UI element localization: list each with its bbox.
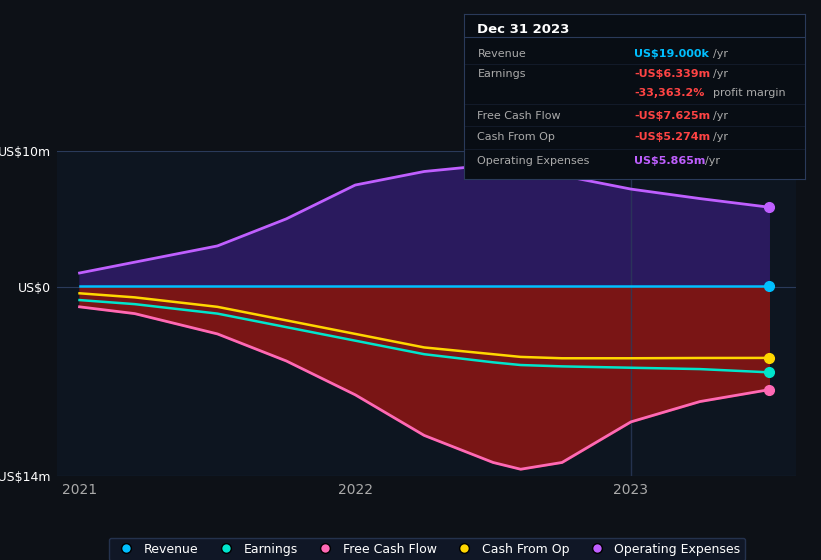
Text: -US$6.339m: -US$6.339m	[635, 69, 710, 80]
Text: /yr: /yr	[713, 132, 727, 142]
Text: Operating Expenses: Operating Expenses	[478, 156, 589, 166]
Text: /yr: /yr	[713, 69, 727, 80]
Text: Dec 31 2023: Dec 31 2023	[478, 23, 570, 36]
Text: -US$5.274m: -US$5.274m	[635, 132, 710, 142]
Text: US$19.000k: US$19.000k	[635, 49, 709, 59]
Text: /yr: /yr	[713, 110, 727, 120]
Text: -US$7.625m: -US$7.625m	[635, 110, 710, 120]
Text: /yr: /yr	[705, 156, 720, 166]
Text: Cash From Op: Cash From Op	[478, 132, 555, 142]
Text: Earnings: Earnings	[478, 69, 526, 80]
Text: -33,363.2%: -33,363.2%	[635, 88, 704, 99]
Text: US$5.865m: US$5.865m	[635, 156, 705, 166]
Text: Free Cash Flow: Free Cash Flow	[478, 110, 561, 120]
Text: profit margin: profit margin	[713, 88, 785, 99]
Legend: Revenue, Earnings, Free Cash Flow, Cash From Op, Operating Expenses: Revenue, Earnings, Free Cash Flow, Cash …	[108, 538, 745, 560]
Text: /yr: /yr	[713, 49, 727, 59]
Text: Revenue: Revenue	[478, 49, 526, 59]
